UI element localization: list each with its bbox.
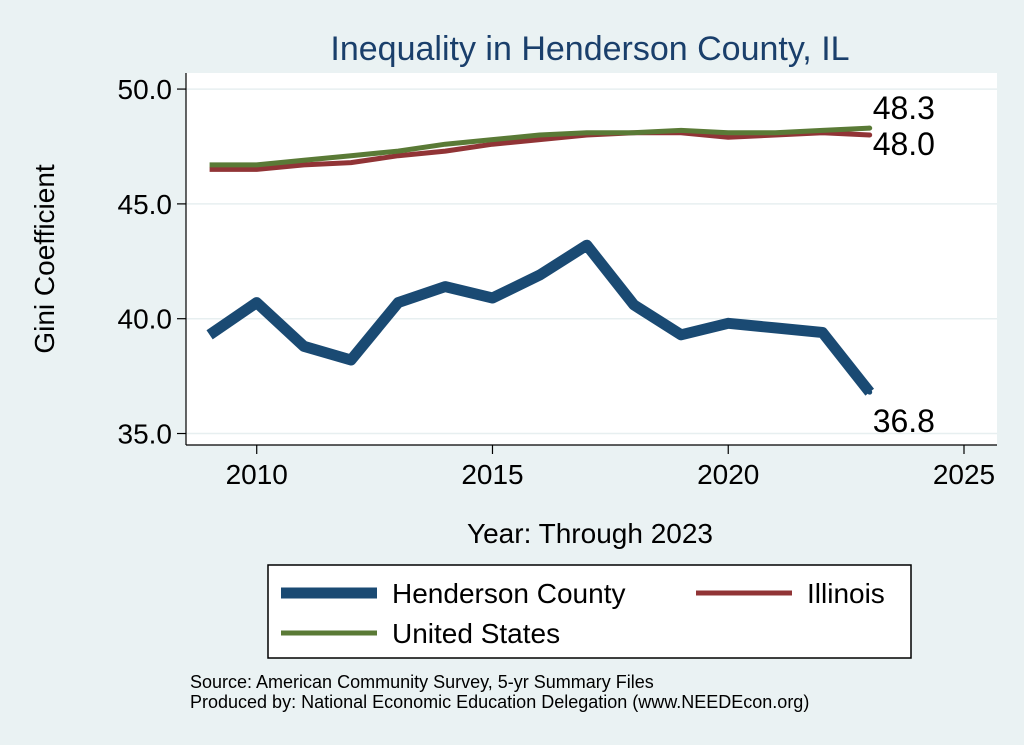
legend-label-united-states: United States [392, 618, 560, 649]
end-point-henderson-county [867, 389, 873, 395]
legend-label-illinois: Illinois [807, 578, 885, 609]
y-tick-label: 45.0 [118, 189, 173, 220]
grid-layer [186, 88, 997, 435]
series-layer [206, 125, 875, 396]
series-line-illinois [209, 130, 870, 172]
end-point-united-states [867, 125, 873, 131]
end-point-illinois [867, 132, 873, 138]
end-label-henderson-county: 36.8 [873, 403, 935, 439]
end-label-illinois: 48.0 [873, 126, 935, 162]
y-tick-label: 50.0 [118, 74, 173, 105]
y-tick-label: 40.0 [118, 304, 173, 335]
legend-label-henderson-county: Henderson County [392, 578, 625, 609]
x-axis-title: Year: Through 2023 [467, 518, 713, 549]
x-tick-label: 2015 [461, 459, 523, 490]
x-tick-label: 2020 [697, 459, 759, 490]
end-label-united-states: 48.3 [873, 90, 935, 126]
y-tick-label: 35.0 [118, 419, 173, 450]
series-line-united-states [209, 125, 870, 168]
legend: Henderson County Illinois United States [267, 564, 912, 659]
end-label-layer: 36.8 48.048.3 [867, 90, 935, 439]
x-tick-label: 2010 [226, 459, 288, 490]
series-line-henderson-county [206, 239, 875, 396]
chart-title: Inequality in Henderson County, IL [330, 30, 849, 68]
y-axis-title: Gini Coefficient [29, 164, 60, 354]
source-note: Source: American Community Survey, 5-yr … [190, 672, 654, 692]
x-tick-label: 2025 [933, 459, 995, 490]
axes-layer: 35.0 40.0 45.0 50.0 2010 2015 2020 2025 [118, 73, 997, 490]
legend-box [267, 564, 912, 659]
produced-by-note: Produced by: National Economic Education… [190, 692, 809, 712]
